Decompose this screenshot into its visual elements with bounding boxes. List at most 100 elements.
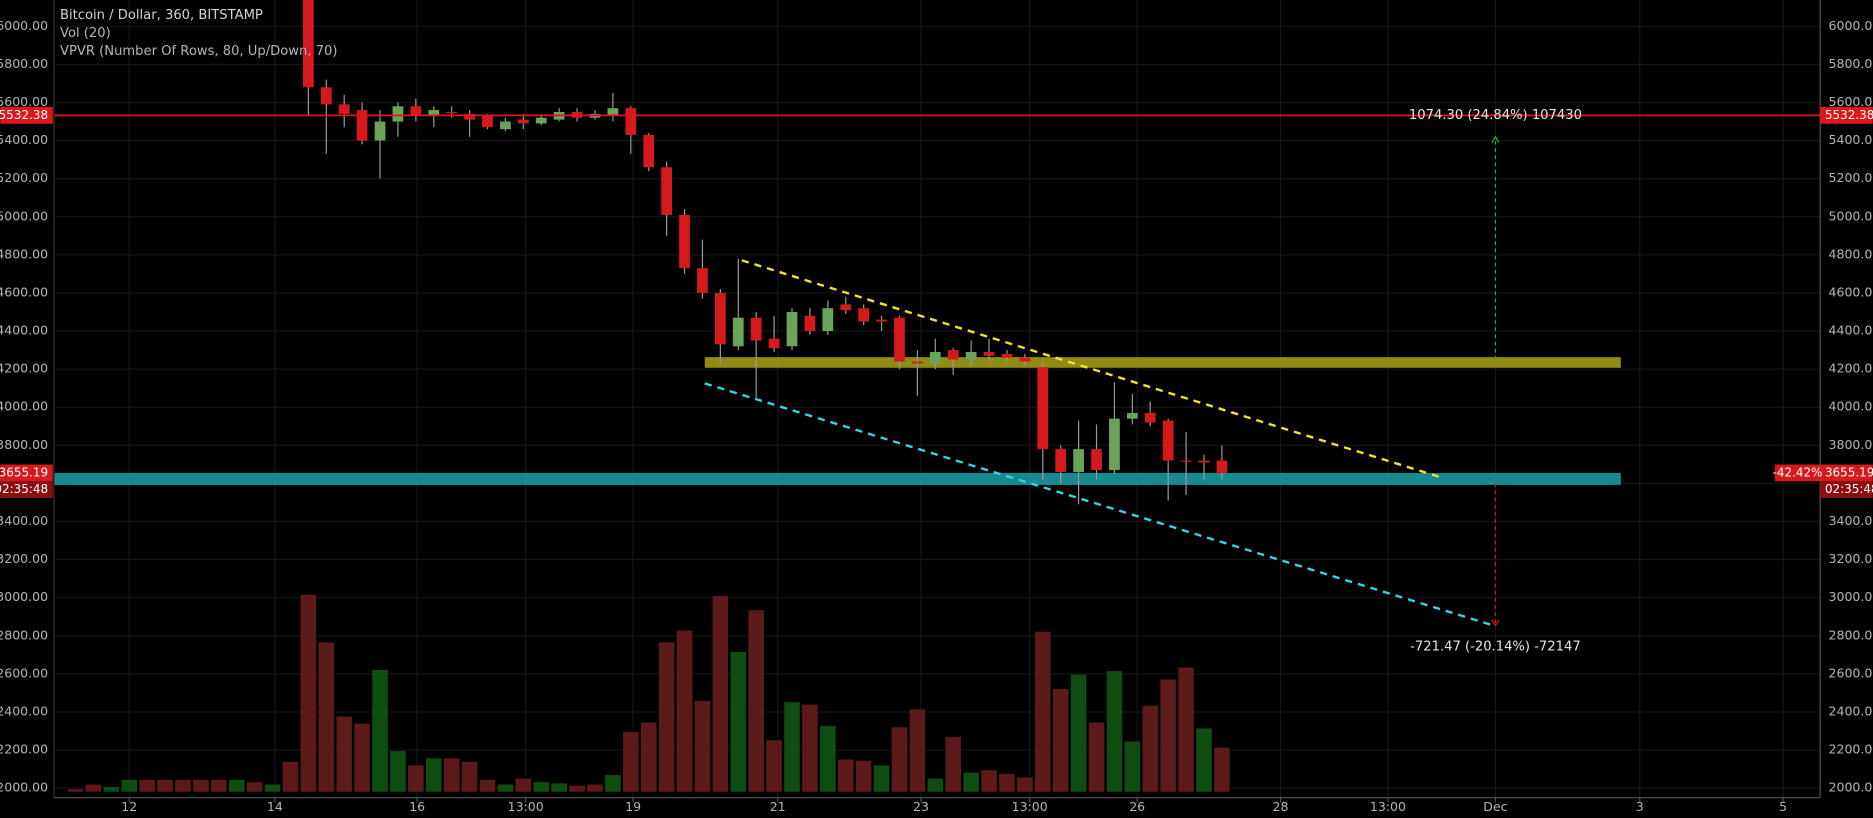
candle-body	[356, 110, 368, 141]
candle-body	[732, 317, 744, 347]
volume-bar	[408, 765, 424, 792]
x-tick-label: 14	[267, 799, 283, 814]
countdown-label: 02:35:48	[0, 482, 48, 496]
chart-title: Bitcoin / Dollar, 360, BITSTAMP	[60, 8, 263, 23]
volume-bar	[193, 779, 209, 792]
volume-bar	[300, 594, 317, 792]
y-tick-label: 3400.00	[0, 513, 48, 528]
volume-bar	[1142, 705, 1159, 792]
volume-bar	[605, 775, 621, 792]
volume-bar	[282, 761, 299, 792]
volume-bar	[515, 778, 532, 792]
x-tick-label: Dec	[1483, 799, 1507, 814]
volume-bar	[318, 642, 335, 792]
candle-body	[1019, 357, 1031, 362]
price-line-tag	[0, 106, 53, 124]
x-tick-label: 16	[409, 799, 425, 814]
volume-bar	[139, 779, 155, 792]
volume-bar	[658, 642, 675, 792]
candle-body	[517, 119, 529, 124]
volume-bar	[927, 778, 944, 792]
y-tick-label-right: 2800.00	[1829, 627, 1873, 642]
x-tick-label: 26	[1129, 799, 1145, 814]
y-tick-label-right: 5400.00	[1829, 132, 1873, 147]
volume-bar	[1070, 674, 1087, 792]
volume-bar	[1214, 747, 1230, 792]
y-tick-label: 2600.00	[0, 665, 48, 680]
candle-body	[983, 351, 995, 356]
candle-body	[929, 351, 941, 364]
y-tick-label-right: 3000.00	[1829, 589, 1873, 604]
candle-body	[714, 292, 726, 345]
y-tick-label: 2800.00	[0, 627, 48, 642]
volume-bar	[945, 736, 961, 792]
x-tick-label: 13:00	[508, 799, 544, 814]
y-tick-label-right: 5200.00	[1829, 170, 1873, 185]
volume-bar	[999, 773, 1015, 792]
candle-body	[428, 110, 440, 116]
y-tick-label-right: 2200.00	[1829, 742, 1873, 757]
volume-bar	[336, 716, 352, 792]
volume-bar	[1196, 728, 1212, 792]
candle-body	[392, 106, 404, 122]
candle-body	[876, 319, 887, 322]
measure-arrow	[1491, 619, 1500, 627]
candle-body	[894, 317, 905, 362]
countdown-label-right: 02:35:48	[1825, 482, 1873, 496]
volume-bar	[640, 722, 657, 792]
volume-bar	[981, 770, 997, 792]
y-tick-label: 5600.00	[0, 94, 48, 109]
candle-body	[858, 308, 870, 322]
y-tick-label-right: 4400.00	[1829, 323, 1873, 338]
x-tick-label: 19	[625, 799, 641, 814]
candle-body	[643, 134, 655, 168]
candle-body	[840, 304, 852, 311]
candle-body	[446, 111, 458, 114]
volume-bar	[1052, 689, 1069, 792]
volume-bar	[623, 732, 639, 792]
y-tick-label: 5400.00	[0, 132, 48, 147]
candle-body	[768, 338, 780, 349]
candle-body	[661, 167, 672, 215]
y-tick-label: 2000.00	[0, 780, 48, 795]
volume-bar	[246, 782, 263, 792]
volume-bar	[264, 784, 281, 792]
last-price-label-right: 3655.19	[1825, 465, 1873, 479]
candle-body	[1144, 412, 1156, 423]
volume-bar	[533, 782, 549, 792]
volume-bar	[748, 610, 764, 792]
volume-bar	[425, 758, 442, 792]
volume-indicator: Vol (20)	[60, 26, 111, 41]
candle-body	[500, 121, 511, 130]
candle-body	[1109, 418, 1120, 471]
volume-bar	[909, 709, 926, 792]
candle-body	[947, 350, 959, 360]
y-tick-label-right: 4000.00	[1829, 399, 1873, 414]
y-tick-label: 3200.00	[0, 551, 48, 566]
x-tick-label: 3	[1636, 799, 1644, 814]
change-tag	[1774, 464, 1821, 482]
volume-bar	[443, 758, 460, 792]
y-tick-label: 4200.00	[0, 361, 48, 376]
volume-bar	[175, 779, 191, 792]
candle-body	[410, 106, 422, 116]
y-tick-label: 4000.00	[0, 399, 48, 414]
candle-body	[535, 117, 547, 124]
volume-bar	[67, 789, 84, 792]
trendline	[741, 259, 1443, 479]
volume-bar	[712, 595, 729, 792]
x-tick-label: 13:00	[1370, 799, 1406, 814]
candle-body	[1055, 449, 1067, 472]
y-tick-label-right: 4800.00	[1829, 246, 1873, 261]
y-tick-label-right: 5800.00	[1829, 56, 1873, 71]
y-tick-label-right: 2400.00	[1829, 703, 1873, 718]
candle-body	[374, 121, 386, 141]
candle-body	[302, 0, 314, 88]
volume-bar	[551, 783, 567, 792]
change-label: -42.42%	[1773, 465, 1823, 479]
volume-bar	[820, 726, 836, 792]
candle-body	[482, 115, 493, 128]
volume-bar	[228, 779, 245, 792]
candle-body	[1162, 420, 1174, 461]
